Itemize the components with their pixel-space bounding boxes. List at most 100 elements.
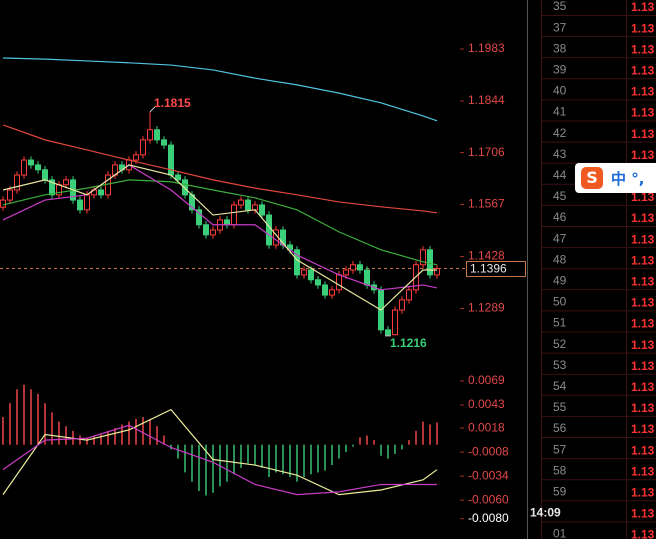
price-label: 1.13 bbox=[631, 528, 655, 539]
time-label: 37 bbox=[553, 20, 567, 34]
last-price-label: 1.1396 bbox=[470, 262, 507, 276]
y-tick-label: 1.1706 bbox=[468, 145, 505, 159]
candle-body bbox=[357, 264, 363, 271]
candle-body bbox=[133, 154, 139, 161]
price-label: 1.13 bbox=[631, 106, 655, 120]
price-label: 1.13 bbox=[631, 359, 655, 373]
time-label: 56 bbox=[553, 421, 567, 435]
time-label: 55 bbox=[553, 400, 567, 414]
candle-body bbox=[245, 199, 251, 211]
time-label: 50 bbox=[553, 295, 567, 309]
price-label: 1.13 bbox=[631, 42, 655, 56]
candle-body bbox=[140, 139, 146, 156]
candle-body bbox=[98, 189, 104, 196]
time-label: 38 bbox=[553, 41, 567, 55]
price-label: 1.13 bbox=[631, 148, 655, 162]
candle-body bbox=[0, 199, 6, 208]
y-tick-label: -0.0060 bbox=[468, 492, 509, 506]
time-label: 53 bbox=[553, 358, 567, 372]
time-label: 47 bbox=[553, 231, 567, 245]
high-marker bbox=[149, 106, 156, 113]
time-label: 59 bbox=[553, 484, 567, 498]
y-tick-label: -0.0080 bbox=[468, 511, 509, 525]
y-tick-label: 1.1844 bbox=[468, 93, 505, 107]
indicator-line bbox=[2, 57, 438, 122]
candle-body bbox=[28, 159, 34, 166]
time-label: 48 bbox=[553, 252, 567, 266]
candle-body bbox=[350, 264, 356, 271]
candle-body bbox=[175, 174, 181, 181]
high-label: 1.1815 bbox=[154, 96, 191, 110]
time-label: 45 bbox=[553, 189, 567, 203]
y-tick-label: 0.0069 bbox=[468, 373, 505, 387]
time-label: 01 bbox=[553, 527, 567, 539]
price-label: 1.13 bbox=[631, 274, 655, 288]
candle-body bbox=[49, 179, 55, 196]
time-label: 40 bbox=[553, 84, 567, 98]
price-label: 1.13 bbox=[631, 380, 655, 394]
price-label: 1.13 bbox=[631, 338, 655, 352]
candle-body bbox=[406, 289, 412, 301]
candle-body bbox=[343, 269, 349, 276]
time-label: 58 bbox=[553, 463, 567, 477]
time-label: 43 bbox=[553, 147, 567, 161]
candle-body bbox=[322, 284, 328, 296]
candle-body bbox=[266, 214, 272, 246]
time-label: 35 bbox=[553, 0, 567, 13]
time-label: 46 bbox=[553, 210, 567, 224]
candle-body bbox=[203, 224, 209, 236]
y-tick-label: 1.1983 bbox=[468, 41, 505, 55]
low-label: 1.1216 bbox=[390, 336, 427, 350]
candle-body bbox=[252, 204, 258, 211]
candle-body bbox=[147, 129, 153, 141]
price-label: 1.13 bbox=[631, 21, 655, 35]
candle-body bbox=[63, 179, 69, 186]
price-label: 1.13 bbox=[631, 232, 655, 246]
candle-body bbox=[399, 299, 405, 311]
candle-body bbox=[336, 274, 342, 291]
indicator-line bbox=[2, 164, 438, 291]
candle-body bbox=[238, 199, 244, 206]
price-label: 1.13 bbox=[631, 253, 655, 267]
indicator-line bbox=[2, 124, 438, 214]
candle-body bbox=[21, 159, 27, 176]
indicator-line bbox=[2, 424, 437, 496]
y-tick-label: 1.1567 bbox=[468, 197, 505, 211]
candle-body bbox=[161, 139, 167, 146]
price-label: 1.13 bbox=[631, 507, 655, 521]
time-label: 51 bbox=[553, 316, 567, 330]
time-label: 42 bbox=[553, 126, 567, 140]
candle-body bbox=[294, 249, 300, 276]
indicator-line bbox=[2, 164, 437, 311]
candle-body bbox=[7, 189, 13, 201]
candle-body bbox=[420, 249, 426, 266]
y-tick-label: 1.1428 bbox=[468, 249, 505, 263]
candle-body bbox=[182, 179, 188, 196]
time-label: 14:09 bbox=[530, 506, 561, 520]
candle-body bbox=[210, 229, 216, 236]
y-tick-label: 0.0043 bbox=[468, 397, 505, 411]
candle-body bbox=[42, 169, 48, 181]
candle-body bbox=[259, 204, 265, 216]
price-label: 1.13 bbox=[631, 127, 655, 141]
price-label: 1.13 bbox=[631, 464, 655, 478]
price-label: 1.13 bbox=[631, 443, 655, 457]
price-label: 1.13 bbox=[631, 85, 655, 99]
indicator-line bbox=[2, 179, 438, 266]
candle-body bbox=[14, 174, 20, 191]
candle-body bbox=[224, 219, 230, 226]
time-label: 52 bbox=[553, 337, 567, 351]
time-label: 39 bbox=[553, 62, 567, 76]
ime-logo[interactable]: S bbox=[581, 167, 603, 189]
price-label: 1.13 bbox=[631, 211, 655, 225]
price-label: 1.13 bbox=[631, 190, 655, 204]
candle-body bbox=[84, 194, 90, 211]
time-label: 49 bbox=[553, 273, 567, 287]
ime-text[interactable]: 中 °, bbox=[611, 170, 645, 188]
candle-body bbox=[154, 129, 160, 141]
candle-body bbox=[315, 279, 321, 286]
time-label: 57 bbox=[553, 442, 567, 456]
last-price-box bbox=[466, 261, 526, 278]
ime-toolbar[interactable]: S 中 °, bbox=[575, 163, 656, 193]
